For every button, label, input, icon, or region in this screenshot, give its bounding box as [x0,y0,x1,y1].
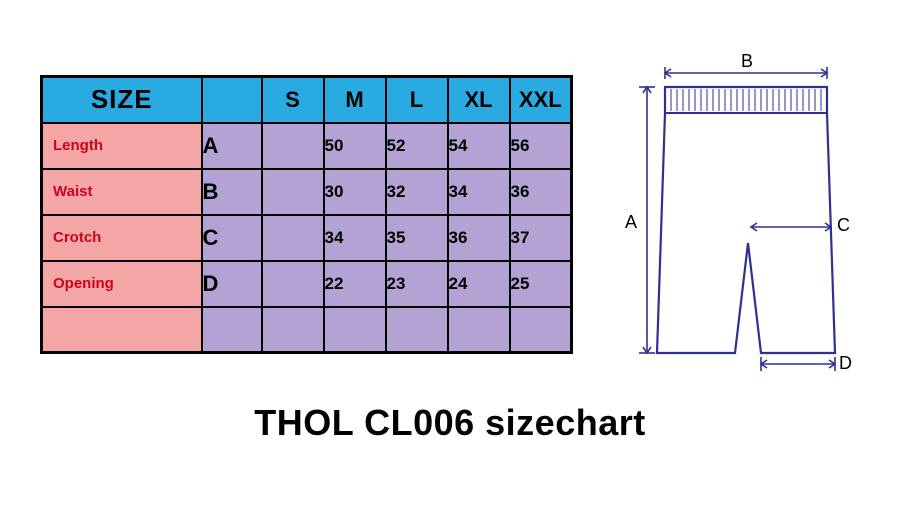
cell: 32 [386,169,448,215]
cell [262,215,324,261]
cell: 36 [510,169,572,215]
empty-cell [202,307,262,353]
empty-cell [510,307,572,353]
cell: 52 [386,123,448,169]
row-letter: D [202,261,262,307]
empty-cell [42,307,202,353]
cell: 37 [510,215,572,261]
header-size: SIZE [42,77,202,123]
shorts-svg [603,57,863,377]
header-col-xxl: XXL [510,77,572,123]
row-waist: Waist B 30 32 34 36 [42,169,572,215]
cell: 24 [448,261,510,307]
cell [262,123,324,169]
row-label: Opening [42,261,202,307]
cell: 30 [324,169,386,215]
cell: 56 [510,123,572,169]
dim-label-d: D [839,353,852,374]
cell: 34 [448,169,510,215]
empty-cell [262,307,324,353]
cell: 23 [386,261,448,307]
row-opening: Opening D 22 23 24 25 [42,261,572,307]
size-chart-table: SIZE S M L XL XXL Length A 50 52 54 56 W… [40,75,573,354]
cell: 36 [448,215,510,261]
empty-cell [324,307,386,353]
dim-label-a: A [625,212,637,233]
empty-cell [448,307,510,353]
chart-caption: THOL CL006 sizechart [0,402,900,444]
row-label: Crotch [42,215,202,261]
cell: 34 [324,215,386,261]
cell: 35 [386,215,448,261]
dim-label-b: B [741,51,753,72]
cell [262,169,324,215]
header-col-s: S [262,77,324,123]
row-length: Length A 50 52 54 56 [42,123,572,169]
row-crotch: Crotch C 34 35 36 37 [42,215,572,261]
header-letter [202,77,262,123]
row-letter: C [202,215,262,261]
empty-cell [386,307,448,353]
header-col-l: L [386,77,448,123]
header-col-m: M [324,77,386,123]
row-letter: B [202,169,262,215]
cell: 25 [510,261,572,307]
row-label: Waist [42,169,202,215]
cell: 54 [448,123,510,169]
dim-label-c: C [837,215,850,236]
header-col-xl: XL [448,77,510,123]
cell [262,261,324,307]
row-letter: A [202,123,262,169]
cell: 50 [324,123,386,169]
shorts-diagram: B A C D [603,57,863,377]
row-label: Length [42,123,202,169]
row-empty [42,307,572,353]
cell: 22 [324,261,386,307]
